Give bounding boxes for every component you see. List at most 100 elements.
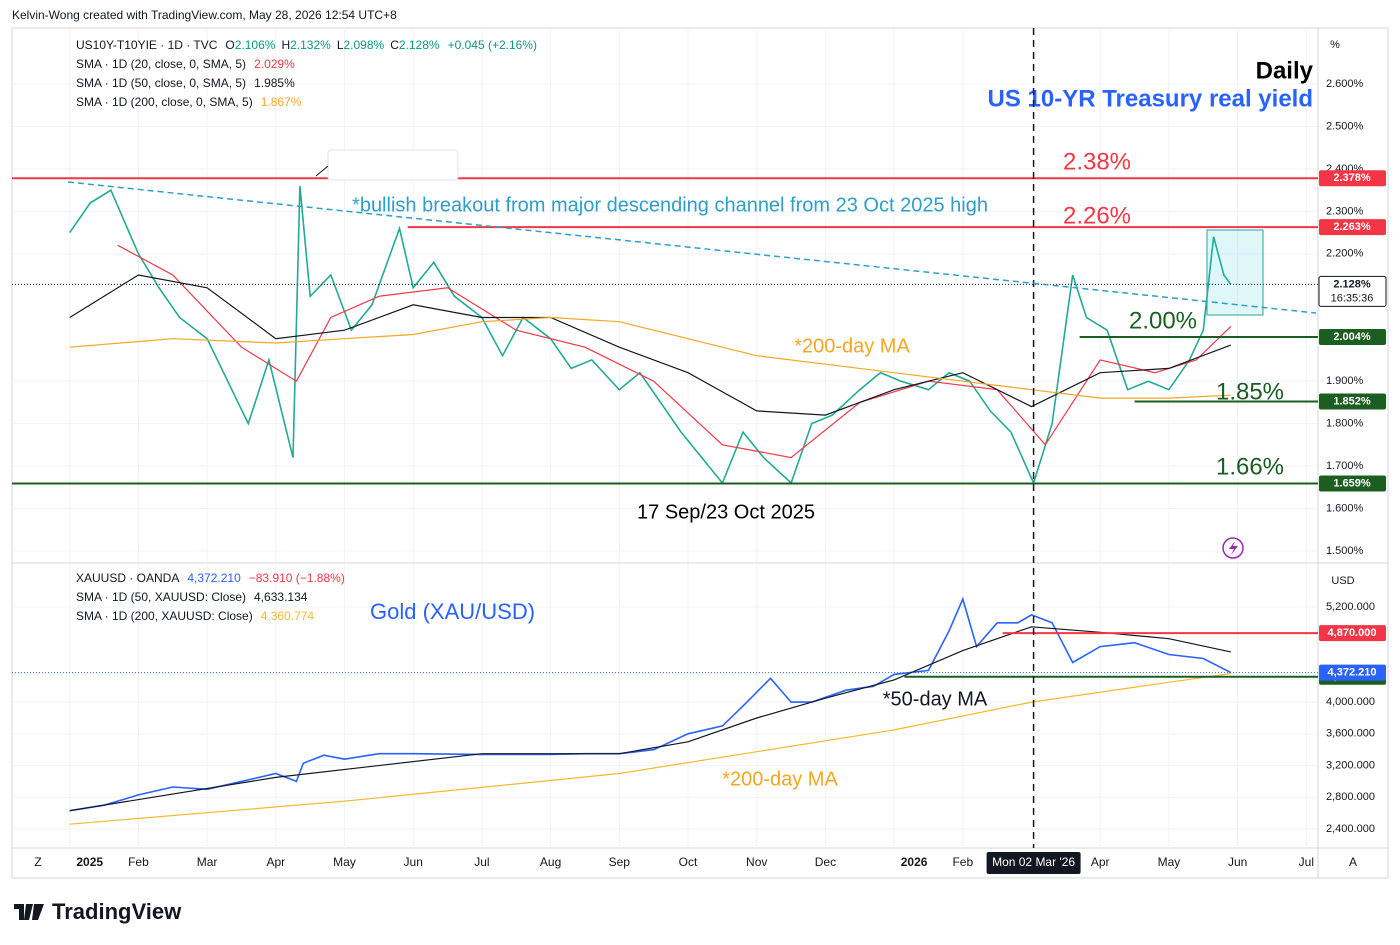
y-tick-label: 2.300%	[1326, 205, 1364, 217]
alert-icon-bolt	[1229, 541, 1238, 555]
annotation: *200-day MA	[722, 768, 838, 790]
annotation: 2.00%	[1129, 307, 1197, 334]
x-tick-label: May	[1158, 855, 1181, 869]
price-tag-label: 2.004%	[1333, 331, 1371, 343]
brand-logo	[14, 904, 44, 920]
y-tick-label: 1.500%	[1326, 545, 1364, 557]
last-price-tag	[1318, 275, 1387, 307]
legend-entry: SMA · 1D (200, XAUUSD: Close) 4,360.774	[76, 609, 314, 623]
legend-name: SMA · 1D (200, close, 0, SMA, 5)	[76, 95, 253, 109]
brand-name: TradingView	[52, 899, 182, 924]
annotation: *50-day MA	[883, 688, 988, 710]
zoom-button[interactable]: Z	[34, 855, 41, 869]
legend-entry: US10Y-T10YIE · 1D · TVC O2.106% H2.132% L2.…	[76, 38, 537, 52]
legend-ohlc-value: 2.132%	[290, 38, 331, 52]
axis-unit: USD	[1331, 575, 1354, 587]
y-tick-label: 3,600.000	[1326, 728, 1375, 740]
legend-entry: SMA · 1D (200, close, 0, SMA, 5) 1.867%	[76, 95, 302, 109]
price-tag	[1319, 393, 1386, 410]
y-tick-label: 1.800%	[1326, 418, 1364, 430]
crosshair-tag	[986, 852, 1081, 874]
price-tag	[1319, 329, 1386, 346]
callout-pointer	[315, 165, 329, 177]
y-tick-label: 1.700%	[1326, 460, 1364, 472]
sma-line	[117, 244, 1232, 459]
countdown: 16:35:36	[1331, 292, 1374, 304]
last-price-tag	[1319, 664, 1386, 681]
x-tick-label: Jul	[1299, 855, 1314, 869]
x-tick-label: Apr	[266, 855, 285, 869]
attribution: Kelvin-Wong created with TradingView.com…	[12, 8, 397, 22]
legend-entry: SMA · 1D (50, XAUUSD: Close) 4,633.134	[76, 590, 308, 604]
price-line	[69, 185, 1232, 486]
alert-icon[interactable]	[1222, 537, 1244, 559]
x-tick-label: Oct	[679, 855, 698, 869]
annotation: US 10-YR Treasury real yield	[988, 85, 1314, 112]
legend-value: 1.985%	[254, 76, 295, 90]
annotation: 1.85%	[1216, 378, 1284, 405]
legend-entry: SMA · 1D (50, close, 0, SMA, 5) 1.985%	[76, 76, 295, 90]
x-tick-label: May	[333, 855, 356, 869]
x-tick-label: 2026	[901, 855, 928, 869]
price-tag	[1319, 475, 1386, 492]
highlight-box	[1206, 229, 1264, 316]
x-tick-label: Jun	[1228, 855, 1247, 869]
x-tick-label: Mar	[197, 855, 218, 869]
x-tick-label: Nov	[746, 855, 767, 869]
x-tick-label: Jul	[474, 855, 489, 869]
price-tag-label: 4,870.000	[1328, 627, 1377, 639]
x-tick-label: Aug	[540, 855, 561, 869]
sma-line	[69, 316, 1231, 399]
legend-ohlc-key: O	[225, 38, 234, 52]
legend-ohlc-value: 2.128%	[399, 38, 440, 52]
annotation: 1.66%	[1216, 453, 1284, 480]
legend-name: SMA · 1D (200, XAUUSD: Close)	[76, 609, 253, 623]
legend-value: 4,360.774	[261, 609, 315, 623]
price-tag-label: 2.378%	[1333, 172, 1371, 184]
annotation: Daily	[1256, 57, 1314, 84]
x-tick-label: 2025	[76, 855, 103, 869]
price-tag	[1319, 625, 1386, 642]
legend-name: US10Y-T10YIE · 1D · TVC	[76, 38, 218, 52]
sma-line	[69, 672, 1231, 825]
x-tick-label: Dec	[815, 855, 836, 869]
sma-line	[69, 274, 1232, 416]
last-price-label: 4,372.210	[1328, 667, 1377, 679]
legend-name: SMA · 1D (20, close, 0, SMA, 5)	[76, 57, 246, 71]
annotation: 2.26%	[1063, 202, 1131, 229]
y-tick-label: 1.900%	[1326, 375, 1364, 387]
y-tick-label: 2.500%	[1326, 120, 1364, 132]
legend-value: 4,372.210	[187, 571, 241, 585]
chart-frame	[11, 27, 1389, 879]
annotation: 17 Sep/23 Oct 2025	[637, 501, 815, 523]
legend-name: SMA · 1D (50, close, 0, SMA, 5)	[76, 76, 246, 90]
axis-unit: %	[1330, 39, 1340, 51]
y-tick-label: 2.600%	[1326, 78, 1364, 90]
legend-entry: XAUUSD · OANDA 4,372.210 −83.910 (−1.88%)	[76, 571, 345, 585]
price-tag-label: 2.263%	[1333, 221, 1371, 233]
legend-value: 2.029%	[254, 57, 295, 71]
y-tick-label: 2.200%	[1326, 248, 1364, 260]
legend-value: 4,633.134	[254, 590, 308, 604]
price-tag	[1319, 219, 1386, 236]
callout-box	[327, 149, 459, 181]
y-tick-label: 5,200.000	[1326, 601, 1375, 613]
auto-scale-button[interactable]: A	[1349, 855, 1357, 869]
y-tick-label: 1.600%	[1326, 502, 1364, 514]
legend-value: 1.867%	[261, 95, 302, 109]
annotation: *bullish breakout from major descending …	[352, 194, 988, 216]
price-tag-label: 1.852%	[1333, 395, 1371, 407]
y-tick-label: 4,000.000	[1326, 696, 1375, 708]
annotation: 2.38%	[1063, 148, 1131, 175]
channel-line	[67, 181, 1317, 314]
legend-ohlc-value: 2.106%	[235, 38, 276, 52]
legend-name: XAUUSD · OANDA	[76, 571, 179, 585]
price-tag	[1319, 170, 1386, 187]
y-tick-label: 2,400.000	[1326, 823, 1375, 835]
x-tick-label: Feb	[128, 855, 149, 869]
legend-ohlc-key: L	[337, 38, 344, 52]
crosshair-label: Mon 02 Mar '26	[992, 855, 1075, 869]
chart-layer: 2025 Feb Mar Apr May Jun Jul Aug Sep Oct Nov Dec 202…	[12, 28, 1387, 874]
